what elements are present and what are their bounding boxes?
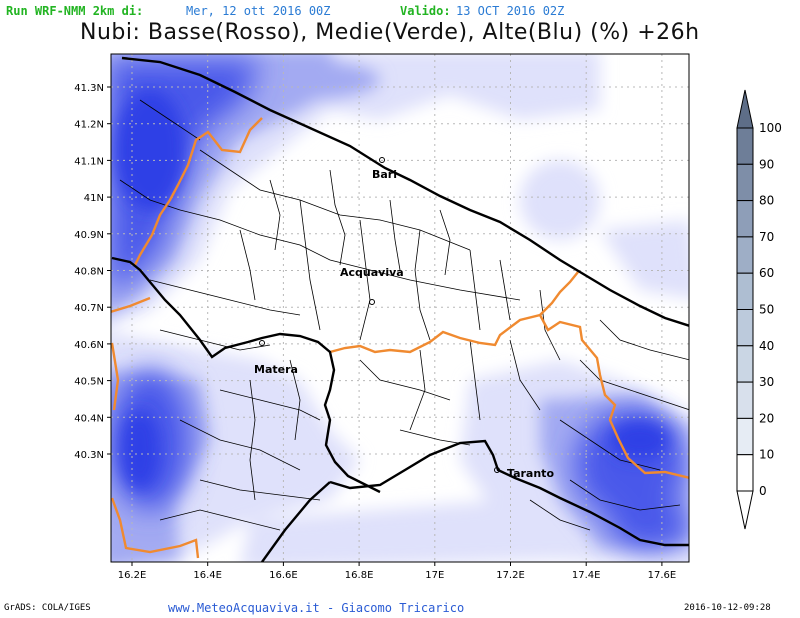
axis-labels: 41.3N 41.2N 41.1N 41N 40.9N 40.8N 40.7N 40.6N 40…	[74, 83, 676, 581]
lon-label: 17E	[425, 570, 444, 581]
taranto-marker	[494, 467, 500, 473]
valid-date: 13 OCT 2016 02Z	[456, 4, 565, 18]
lat-label: 41.1N	[74, 156, 104, 167]
map-title: Nubi: Basse(Rosso), Medie(Verde), Alte(B…	[80, 20, 700, 45]
footer-credit-grads: GrADS: COLA/IGES	[4, 603, 91, 613]
coastline	[111, 56, 689, 562]
city-label-bari: Bari	[372, 168, 397, 181]
acquaviva-marker	[369, 299, 375, 305]
colorbar-label: 20	[759, 411, 774, 425]
colorbar-segment	[736, 381, 754, 419]
city-label-acquaviva: Acquaviva	[340, 266, 404, 279]
lat-label: 40.4N	[74, 413, 104, 424]
lat-label: 41.2N	[74, 120, 104, 131]
lon-label: 16.8E	[345, 570, 374, 581]
lon-label: 17.6E	[648, 570, 677, 581]
lon-label: 17.4E	[572, 570, 601, 581]
lat-label: 40.3N	[74, 450, 104, 461]
lon-label: 16.4E	[193, 570, 222, 581]
lat-label: 40.9N	[74, 230, 104, 241]
footer-timestamp: 2016-10-12-09:28	[684, 603, 771, 613]
lat-label: 41.3N	[74, 83, 104, 94]
lat-label: 40.5N	[74, 377, 104, 388]
bari-marker	[379, 157, 385, 163]
colorbar-label: 50	[759, 303, 774, 317]
lat-label: 40.7N	[74, 303, 104, 314]
lat-label: 40.8N	[74, 267, 104, 278]
lon-label: 16.2E	[118, 570, 147, 581]
colorbar-segment	[736, 272, 754, 311]
city-label-taranto: Taranto	[507, 467, 554, 480]
colorbar-label: 30	[759, 375, 774, 389]
lon-label: 17.2E	[496, 570, 525, 581]
graticule	[111, 54, 689, 562]
lon-label: 16.6E	[269, 570, 298, 581]
colorbar-label: 40	[759, 339, 774, 353]
run-label: Run WRF-NMM 2km di:	[6, 4, 144, 18]
colorbar-segment	[736, 200, 754, 238]
lat-label: 40.6N	[74, 340, 104, 351]
colorbar-label: 100	[759, 121, 782, 135]
region-borders	[111, 117, 689, 559]
colorbar-label: 90	[759, 157, 774, 171]
run-date: Mer, 12 ott 2016 00Z	[186, 4, 331, 18]
city-markers	[259, 157, 500, 473]
colorbar-label: 0	[759, 484, 767, 498]
colorbar-segment	[736, 127, 754, 165]
colorbar-label: 80	[759, 194, 774, 208]
colorbar-segment	[736, 163, 754, 202]
matera-marker	[259, 340, 265, 346]
colorbar-segment	[736, 345, 754, 383]
city-label-matera: Matera	[254, 363, 298, 376]
plot-frame	[110, 53, 690, 563]
colorbar-top-arrow	[736, 89, 754, 129]
footer-website[interactable]: www.MeteoAcquaviva.it - Giacomo Tricaric…	[168, 601, 465, 615]
colorbar-label: 70	[759, 230, 774, 244]
colorbar-segment	[736, 417, 754, 456]
colorbar-segment	[736, 454, 754, 492]
colorbar-segment	[736, 236, 754, 274]
colorbar-label: 60	[759, 266, 774, 280]
colorbar-segment	[736, 309, 754, 347]
valid-label: Valido:	[400, 4, 451, 18]
colorbar-bottom-arrow	[736, 490, 754, 530]
colorbar-label: 10	[759, 448, 774, 462]
lat-label: 41N	[84, 193, 104, 204]
